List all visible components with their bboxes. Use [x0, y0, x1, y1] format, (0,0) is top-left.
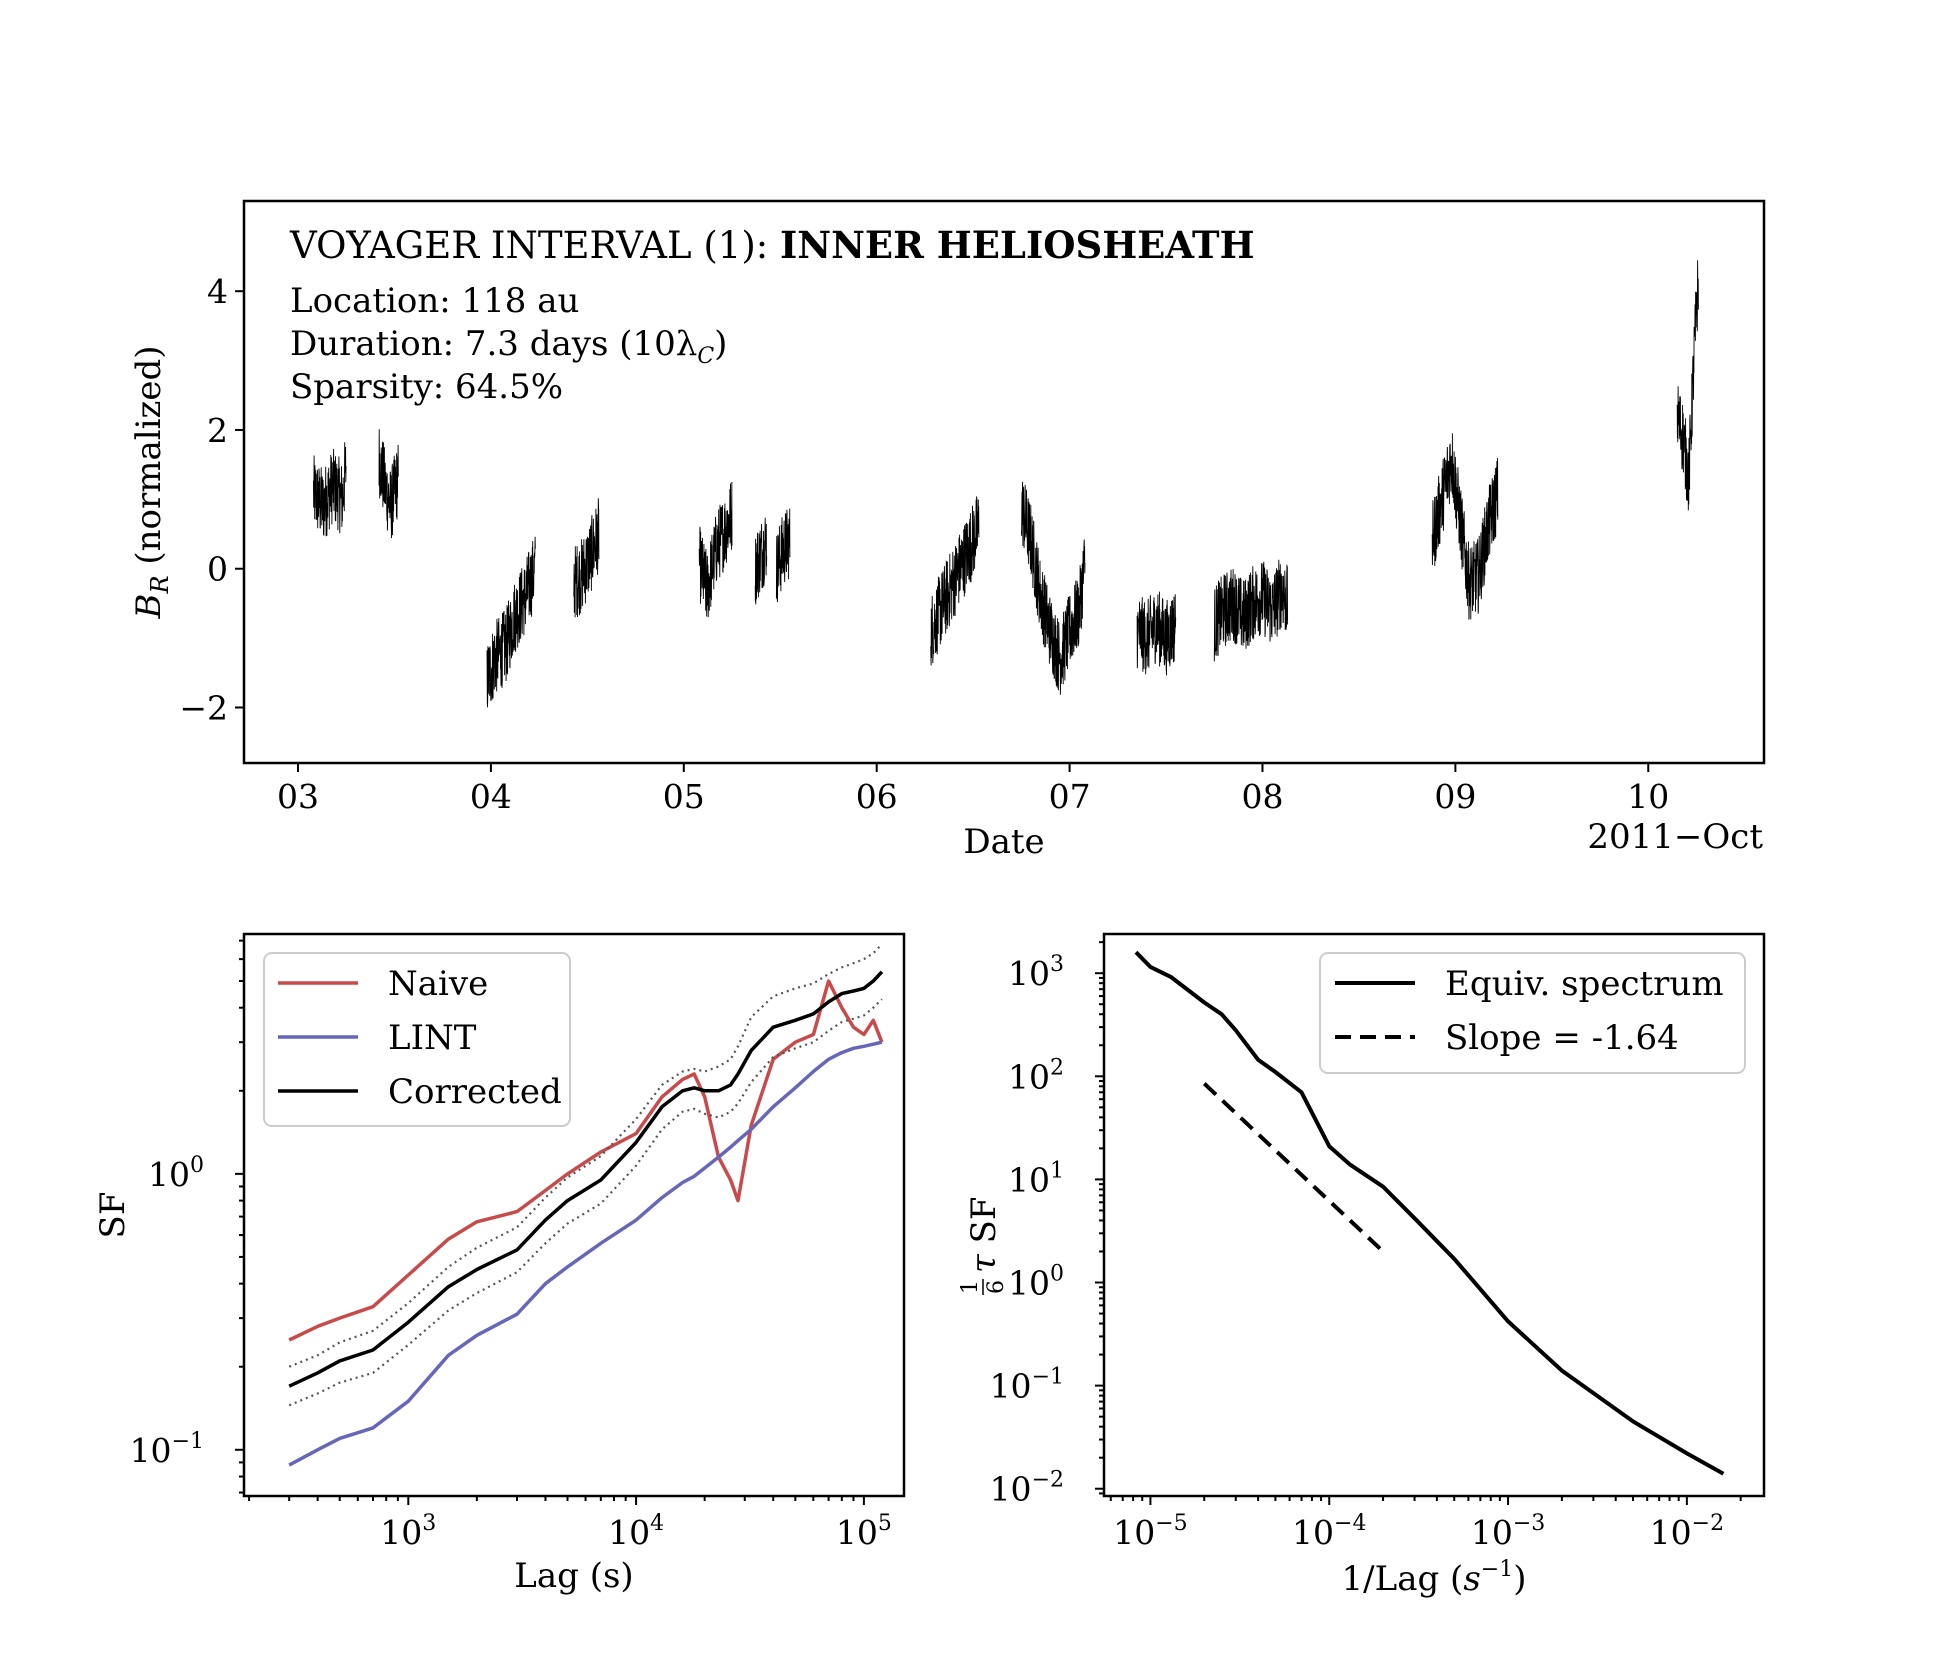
lag-tick-label: 103 — [380, 1511, 436, 1552]
date-tick-label: 10 — [1627, 777, 1669, 816]
time-series-data — [312, 260, 1699, 708]
structure-function-ticks: 103 104 105 10−1 100 — [130, 939, 892, 1552]
date-tick-label: 05 — [663, 777, 705, 816]
equivalent-spectrum-legend: Equiv. spectrum Slope = -1.64 — [1319, 952, 1746, 1074]
br-segment-5 — [754, 517, 768, 605]
ylabel-tau-sf: τ SF — [964, 1196, 1004, 1273]
inverse-lag-tick-label: 10−5 — [1113, 1511, 1187, 1552]
br-segment-11 — [1431, 433, 1499, 620]
legend-slope-label: Slope = -1.64 — [1445, 1018, 1679, 1058]
sf-series-lint — [288, 1040, 883, 1467]
structure-function-data — [288, 943, 884, 1467]
date-tick-label: 03 — [277, 777, 319, 816]
br-segment-8 — [1020, 481, 1086, 695]
structure-function-frame — [242, 932, 906, 1498]
equivalent-spectrum-frame — [1102, 932, 1766, 1498]
equivalent-spectrum-line — [1134, 950, 1725, 1476]
structure-function-panel: 103 104 105 10−1 100 Naive LINT Corrected La… — [93, 932, 906, 1596]
spectrum-tick-label: 101 — [1008, 1158, 1064, 1199]
spectrum-tick-label: 10−2 — [990, 1468, 1064, 1509]
inverse-lag-tick-label: 10−3 — [1471, 1511, 1545, 1552]
spectrum-tick-label: 102 — [1008, 1055, 1064, 1096]
date-tick-label: 06 — [856, 777, 898, 816]
duration-annotation: Duration: 7.3 days (10λC) — [290, 324, 727, 369]
spectrum-tick-label: 10−1 — [990, 1365, 1064, 1406]
date-offset-label: 2011−Oct — [1587, 817, 1763, 857]
equivalent-spectrum-data — [1134, 950, 1725, 1476]
legend-box — [263, 952, 571, 1127]
br-segment-9 — [1136, 591, 1177, 676]
legend-spectrum-label: Equiv. spectrum — [1445, 964, 1724, 1004]
legend-naive-label: Naive — [388, 964, 488, 1004]
legend-box-right — [1319, 952, 1746, 1074]
time-series-ticks: 03 04 05 06 07 08 09 10 −2 0 2 4 — [179, 272, 1669, 816]
br-tick-label: 2 — [207, 411, 228, 450]
sf-series-corrected — [288, 970, 884, 1388]
lag-tick-label: 104 — [608, 1511, 664, 1552]
sparsity-annotation: Sparsity: 64.5% — [290, 367, 563, 407]
ylabel-fraction-numerator: 1 — [958, 1280, 983, 1294]
date-tick-label: 09 — [1434, 777, 1476, 816]
date-tick-label: 04 — [470, 777, 512, 816]
ylabel-fraction-denominator: 6 — [984, 1280, 1009, 1294]
slope-reference-line — [1202, 1082, 1385, 1253]
sf-series-upper-bound — [288, 943, 883, 1368]
lag-tick-label: 105 — [836, 1511, 892, 1552]
lag-axis-label: Lag (s) — [514, 1556, 633, 1596]
equivalent-spectrum-panel: 10−5 10−4 10−3 10−2 10−2 10−1 100 101 102 103 Equ… — [958, 932, 1766, 1599]
br-tick-label: 0 — [207, 550, 228, 589]
br-segment-0 — [312, 442, 347, 537]
equivalent-spectrum-ticks: 10−5 10−4 10−3 10−2 10−2 10−1 100 101 102 103 — [990, 941, 1742, 1552]
equivalent-spectrum-y-label: 1 6 τ SF — [958, 1196, 1009, 1295]
spectrum-tick-label: 103 — [1008, 952, 1064, 993]
br-tick-label: −2 — [179, 688, 228, 727]
sf-axis-label: SF — [93, 1192, 133, 1239]
br-tick-label: 4 — [207, 272, 228, 311]
br-axis-label: BR (normalized) — [129, 345, 174, 619]
sf-tick-label: 100 — [148, 1153, 204, 1194]
time-series-panel: 03 04 05 06 07 08 09 10 −2 0 2 4 VOYAGER INTERVAL (… — [129, 199, 1766, 862]
legend-corrected-label: Corrected — [388, 1072, 562, 1112]
sf-series-lower-bound — [288, 998, 883, 1407]
interval-title: VOYAGER INTERVAL (1): INNER HELIOSHEATH — [289, 223, 1255, 267]
date-tick-label: 07 — [1049, 777, 1091, 816]
br-segment-10 — [1213, 559, 1289, 662]
location-annotation: Location: 118 au — [290, 281, 579, 321]
time-series-frame — [242, 199, 1766, 765]
br-segment-4 — [698, 481, 733, 618]
sf-tick-label: 10−1 — [130, 1429, 204, 1470]
br-segment-3 — [573, 498, 600, 618]
structure-function-legend: Naive LINT Corrected — [263, 952, 571, 1127]
spectrum-tick-label: 100 — [1008, 1262, 1064, 1303]
sf-series-naive — [288, 979, 884, 1342]
br-segment-7 — [930, 496, 980, 666]
legend-lint-label: LINT — [388, 1018, 477, 1058]
date-tick-label: 08 — [1241, 777, 1283, 816]
br-segment-2 — [486, 536, 536, 708]
br-segment-12 — [1676, 260, 1699, 511]
br-segment-1 — [378, 429, 399, 539]
inverse-lag-axis-label: 1/Lag (s−1) — [1342, 1557, 1527, 1599]
inverse-lag-tick-label: 10−2 — [1650, 1511, 1724, 1552]
inverse-lag-tick-label: 10−4 — [1292, 1511, 1366, 1552]
date-axis-label: Date — [963, 822, 1044, 862]
br-segment-6 — [775, 508, 791, 603]
